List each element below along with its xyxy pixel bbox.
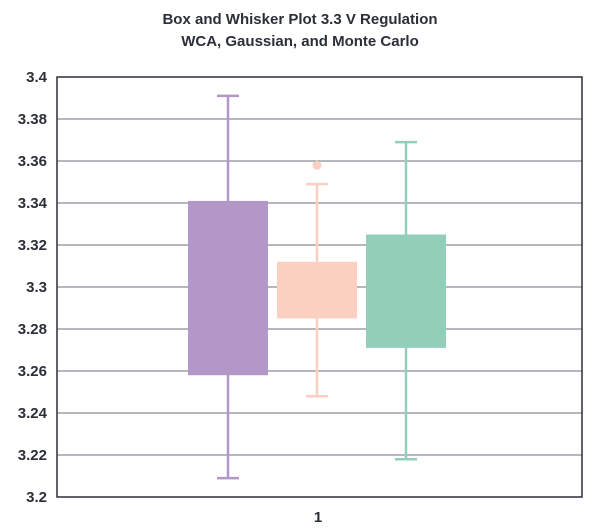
chart-title-line-1: Box and Whisker Plot 3.3 V Regulation (162, 11, 437, 28)
box-2 (277, 160, 357, 398)
plot-frame (56, 76, 583, 498)
y-tick-label: 3.32 (18, 237, 47, 254)
y-tick-label: 3.28 (18, 321, 47, 338)
x-category-label: 1 (314, 509, 322, 526)
box-1 (188, 94, 268, 480)
y-tick-label: 3.22 (18, 447, 47, 464)
outlier-point (312, 160, 322, 170)
box-3 (366, 140, 446, 461)
y-tick-label: 3.26 (18, 363, 47, 380)
y-tick-label: 3.4 (26, 69, 48, 86)
box-rect (188, 200, 268, 376)
y-tick-label: 3.36 (18, 153, 47, 170)
y-tick-label: 3.24 (18, 405, 48, 422)
y-tick-label: 3.38 (18, 111, 47, 128)
box-rect (366, 234, 446, 348)
y-axis-ticks: 3.4 3.38 3.36 3.34 3.32 3.3 3.28 3.26 3.24 3.22 3.… (18, 69, 48, 506)
y-tick-label: 3.3 (26, 279, 47, 296)
y-tick-label: 3.34 (18, 195, 48, 212)
box-rect (277, 261, 357, 319)
chart-title-line-2: WCA, Gaussian, and Monte Carlo (181, 33, 419, 50)
y-tick-label: 3.2 (26, 489, 47, 506)
box-series (188, 94, 446, 480)
